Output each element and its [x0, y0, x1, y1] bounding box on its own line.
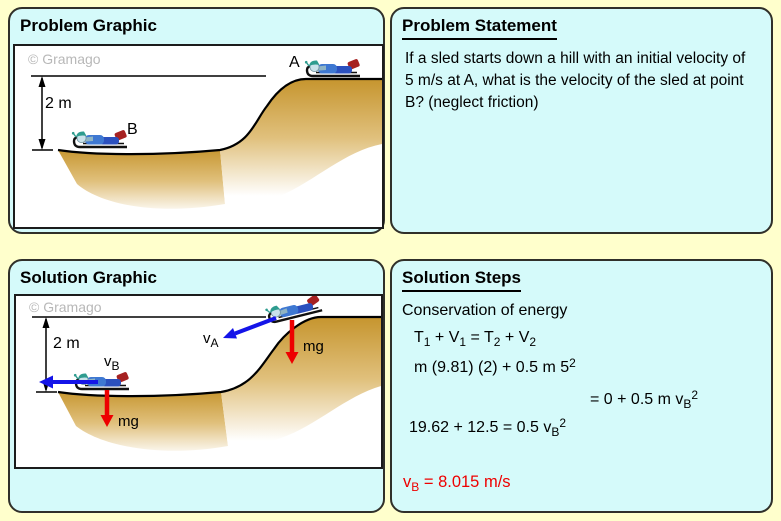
solution-graphic-panel: Solution Graphic © Gramago	[8, 259, 385, 513]
watermark: © Gramago	[28, 51, 101, 67]
solution-steps-title: Solution Steps	[402, 268, 521, 292]
problem-graphic-panel: Problem Graphic	[8, 7, 385, 234]
velocity-a-label: vA	[203, 330, 219, 350]
problem-graphic-title: Problem Graphic	[20, 16, 157, 35]
arrowhead-up-icon	[42, 317, 50, 328]
height-label: 2 m	[53, 335, 80, 352]
equation-substitution-left: m (9.81) (2) + 0.5 m 52	[414, 356, 576, 376]
velocity-a-vector	[223, 316, 277, 339]
sled-b-icon	[70, 128, 129, 149]
solution-diagram-box: © Gramago 2 m vB mg	[14, 294, 383, 469]
velocity-b-label: vB	[104, 353, 120, 373]
problem-diagram: © Gramago 2 m A B	[28, 51, 382, 209]
arrowhead-downleft-icon	[223, 328, 237, 339]
solution-method-line: Conservation of energy	[402, 302, 568, 319]
weight-a-label: mg	[303, 338, 324, 355]
arrowhead-down-icon	[100, 415, 114, 427]
weight-b-vector	[100, 390, 114, 427]
arrowhead-down-icon	[38, 139, 46, 150]
problem-statement-panel: Problem Statement If a sled starts down …	[390, 7, 773, 234]
watermark: © Gramago	[29, 299, 102, 315]
equation-energy-balance: T1 + V1 = T2 + V2	[414, 329, 537, 349]
weight-a-vector	[285, 320, 299, 364]
height-label: 2 m	[45, 95, 72, 112]
point-a-label: A	[289, 54, 300, 71]
equation-substitution-right: = 0 + 0.5 m vB2	[590, 388, 699, 411]
point-b-label: B	[127, 121, 138, 138]
height-dimension	[31, 75, 266, 151]
sled-a-icon	[303, 57, 362, 78]
solution-graphic-title: Solution Graphic	[20, 268, 157, 287]
final-answer: vB = 8.015 m/s	[403, 473, 511, 494]
problem-statement-title: Problem Statement	[402, 16, 557, 40]
equation-simplified: 19.62 + 12.5 = 0.5 vB2	[409, 416, 567, 439]
problem-diagram-box: © Gramago 2 m A B	[13, 44, 384, 229]
arrowhead-up-icon	[38, 76, 46, 87]
arrowhead-down-icon	[285, 352, 299, 364]
arrowhead-left-icon	[39, 375, 53, 389]
solution-steps-panel: Solution Steps Conservation of energy T1…	[390, 259, 773, 513]
solution-diagram: © Gramago 2 m vB mg	[29, 296, 381, 451]
velocity-b-vector	[39, 375, 98, 389]
problem-statement-text: If a sled starts down a hill with an ini…	[405, 50, 746, 111]
hill-surface-line	[57, 77, 382, 156]
hill	[57, 77, 382, 209]
weight-b-label: mg	[118, 413, 139, 430]
